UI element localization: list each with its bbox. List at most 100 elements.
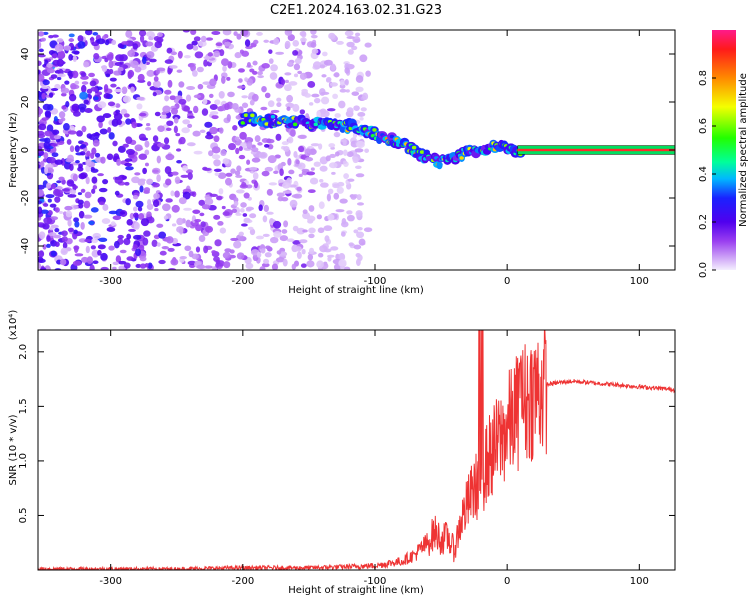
heatmap-cell	[178, 98, 187, 105]
heatmap-cell	[203, 245, 209, 254]
heatmap-cell	[317, 227, 325, 234]
heatmap-cell	[310, 30, 317, 35]
heatmap-cell	[134, 172, 141, 176]
heatmap-cell	[48, 92, 54, 98]
heatmap-cell	[150, 33, 156, 38]
heatmap-cell	[151, 239, 158, 248]
heatmap-cell	[146, 51, 155, 59]
heatmap-cell	[56, 180, 62, 184]
heatmap-cell	[157, 32, 163, 38]
heatmap-cell	[170, 258, 179, 266]
heatmap-cell	[139, 185, 144, 193]
heatmap-cell	[208, 150, 214, 157]
heatmap-cell	[217, 220, 224, 226]
heatmap-cell	[72, 55, 77, 63]
heatmap-cell	[356, 194, 362, 201]
heatmap-cell	[204, 121, 213, 128]
heatmap-cell	[353, 38, 361, 43]
heatmap-cell	[123, 113, 130, 118]
heatmap-cell	[38, 200, 43, 205]
heatmap-cell	[65, 158, 75, 163]
heatmap-cell	[133, 221, 140, 230]
x-tick-label: -100	[364, 276, 387, 287]
heatmap-cell	[190, 63, 196, 72]
heatmap-cell	[110, 221, 116, 227]
heatmap-cell	[77, 192, 83, 196]
heatmap-cell	[196, 264, 206, 270]
y-tick-label: 0.5	[18, 508, 29, 524]
heatmap-cell	[38, 213, 42, 218]
heatmap-cell	[336, 40, 344, 45]
heatmap-cell	[128, 228, 136, 232]
heatmap-cell	[173, 117, 179, 124]
heatmap-cell	[166, 47, 173, 54]
heatmap-cell	[335, 209, 345, 213]
heatmap-cell	[135, 248, 142, 257]
heatmap-cell	[184, 55, 191, 59]
heatmap-cell	[46, 124, 54, 133]
heatmap-cell	[309, 177, 319, 185]
heatmap-cell	[117, 234, 124, 240]
heatmap-cell	[80, 222, 85, 230]
heatmap-cell	[268, 182, 278, 186]
heatmap-cell	[224, 102, 230, 111]
heatmap-cell	[84, 191, 92, 199]
heatmap-cell	[116, 119, 122, 126]
heatmap-cell	[163, 137, 170, 145]
heatmap-cell	[281, 182, 291, 189]
heatmap-cell	[359, 116, 364, 121]
heatmap-cell	[243, 217, 251, 223]
heatmap-cell	[326, 193, 331, 202]
heatmap-cell	[283, 220, 289, 228]
heatmap-cell	[359, 54, 368, 63]
heatmap-cell	[209, 193, 218, 197]
heatmap-cell	[301, 248, 306, 255]
heatmap-cell	[246, 141, 253, 150]
heatmap-cell	[213, 135, 220, 143]
heatmap-cell	[293, 63, 301, 71]
heatmap-cell	[355, 173, 365, 178]
heatmap-cell	[267, 100, 275, 108]
heatmap-cell	[224, 41, 232, 47]
heatmap-cell	[59, 210, 64, 214]
heatmap-cell	[66, 139, 72, 145]
heatmap-cell	[302, 229, 308, 233]
heatmap-cell	[198, 40, 207, 47]
heatmap-cell	[346, 35, 355, 39]
ridge-core	[270, 114, 276, 119]
heatmap-cell	[255, 235, 265, 240]
heatmap-cell	[164, 166, 172, 175]
heatmap-cell	[353, 105, 360, 111]
heatmap-cell	[68, 33, 75, 38]
heatmap-cell	[238, 154, 246, 160]
heatmap-cell	[202, 81, 211, 85]
heatmap-cell	[354, 148, 364, 153]
heatmap-cell	[205, 225, 214, 233]
colorbar-tick-label: 0.4	[698, 166, 709, 182]
heatmap-cell	[78, 173, 87, 180]
heatmap-cell	[46, 243, 51, 248]
ridge-core	[240, 121, 246, 125]
heatmap-cell	[68, 53, 74, 61]
heatmap-cell	[218, 127, 224, 134]
heatmap-cell	[289, 199, 298, 208]
heatmap-cell	[71, 103, 80, 112]
heatmap-y-axis: -40 -20 0 20 40	[20, 48, 675, 254]
heatmap-cell	[193, 36, 201, 42]
heatmap-cell	[124, 158, 133, 162]
heatmap-cell	[319, 108, 327, 114]
heatmap-cell	[326, 108, 336, 112]
heatmap-cell	[167, 247, 175, 252]
heatmap-cell	[225, 172, 233, 177]
heatmap-cell	[49, 203, 57, 208]
heatmap-cell	[209, 126, 218, 135]
heatmap-cell	[205, 134, 214, 140]
heatmap-cell	[327, 188, 334, 195]
heatmap-cell	[266, 211, 274, 215]
heatmap-cell	[40, 37, 46, 42]
heatmap-cell	[42, 79, 50, 86]
heatmap-cell	[112, 215, 122, 221]
heatmap-cell	[77, 41, 86, 49]
heatmap-cell	[125, 198, 131, 206]
